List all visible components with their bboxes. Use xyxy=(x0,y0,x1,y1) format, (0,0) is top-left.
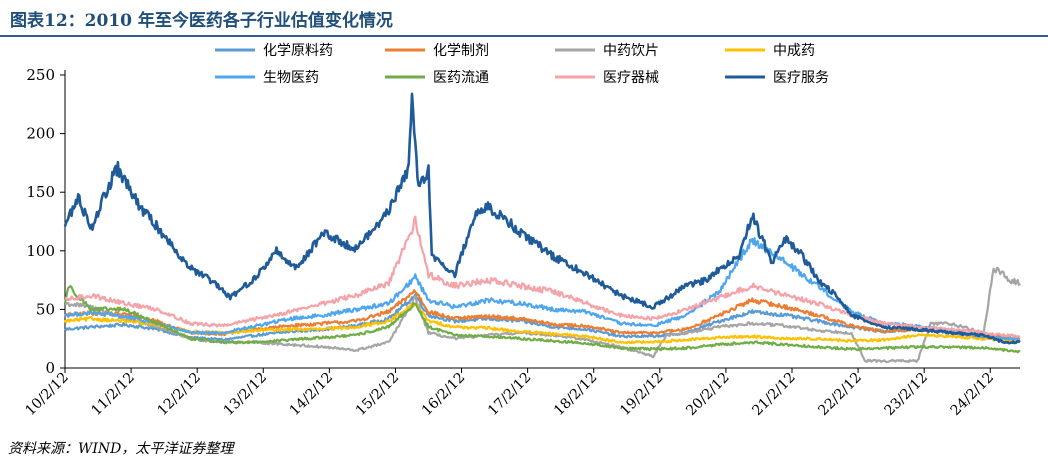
source-note: 资料来源：WIND，太平洋证券整理 xyxy=(8,441,234,457)
x-tick-label: 24/2/12 xyxy=(948,370,997,419)
series-line-8 xyxy=(63,92,1021,345)
y-tick-label: 0 xyxy=(45,359,55,377)
y-tick-label: 200 xyxy=(26,125,55,143)
x-tick-label: 19/2/12 xyxy=(617,370,666,419)
y-tick-label: 100 xyxy=(26,242,55,260)
x-tick-label: 21/2/12 xyxy=(749,370,798,419)
legend-label: 医疗服务 xyxy=(773,70,829,86)
legend-label: 化学制剂 xyxy=(433,43,489,59)
y-tick-label: 50 xyxy=(36,300,55,318)
x-tick-label: 13/2/12 xyxy=(221,370,270,419)
series-line-6 xyxy=(63,285,1021,354)
legend-label: 化学原料药 xyxy=(263,43,333,59)
series-line-5 xyxy=(64,237,1021,342)
x-tick-label: 15/2/12 xyxy=(353,370,402,419)
series-layer xyxy=(63,92,1021,364)
x-tick-label: 16/2/12 xyxy=(419,370,468,419)
legend-label: 中药饮片 xyxy=(603,43,659,59)
legend-label: 医药流通 xyxy=(433,70,489,86)
title-rule xyxy=(0,35,1048,37)
x-tick-label: 20/2/12 xyxy=(683,370,732,419)
x-tick-label: 12/2/12 xyxy=(155,370,204,419)
legend-label: 中成药 xyxy=(773,43,815,59)
y-tick-label: 150 xyxy=(26,183,55,201)
x-tick-label: 22/2/12 xyxy=(815,370,864,419)
x-tick-label: 11/2/12 xyxy=(88,370,137,419)
chart-title: 图表12：2010 年至今医药各子行业估值变化情况 xyxy=(10,11,393,31)
x-tick-label: 14/2/12 xyxy=(287,370,336,419)
x-tick-label: 23/2/12 xyxy=(882,370,931,419)
legend-label: 医疗器械 xyxy=(603,70,659,86)
series-line-2 xyxy=(63,289,1021,341)
x-tick-label: 17/2/12 xyxy=(485,370,534,419)
y-tick-label: 250 xyxy=(26,66,55,84)
legend-label: 生物医药 xyxy=(263,70,319,86)
x-tick-label: 18/2/12 xyxy=(551,370,600,419)
